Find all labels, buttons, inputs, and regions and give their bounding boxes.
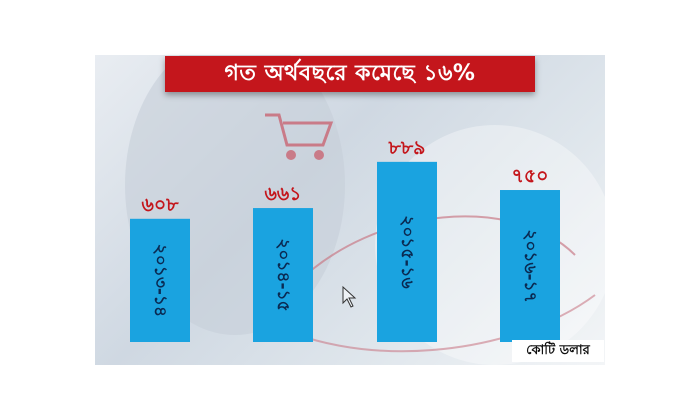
category-label-4: ২০১৬-১৭ bbox=[520, 229, 540, 302]
category-label-3: ২০১৫-১৬ bbox=[397, 215, 417, 288]
unit-label: কোটি ডলার bbox=[512, 340, 604, 362]
value-label-4: ৭৫০ bbox=[511, 165, 548, 187]
cursor-arrow-icon bbox=[342, 285, 357, 308]
value-label-3: ৮৮৯ bbox=[388, 137, 426, 159]
chart-title-banner: গত অর্থবছরে কমেছে ১৬% bbox=[165, 56, 535, 92]
value-label-1: ৬০৮ bbox=[141, 194, 179, 216]
shopping-cart-icon bbox=[265, 113, 334, 160]
value-label-2: ৬৬১ bbox=[264, 183, 301, 205]
bar-3 bbox=[377, 161, 437, 342]
bar-1 bbox=[130, 218, 190, 342]
category-label-1: ২০১৩-১৪ bbox=[150, 244, 170, 317]
bar-2 bbox=[253, 208, 313, 342]
bar-4 bbox=[500, 190, 560, 342]
chart-title: গত অর্থবছরে কমেছে ১৬% bbox=[224, 60, 476, 86]
category-label-2: ২০১৪-১৫ bbox=[273, 238, 293, 311]
